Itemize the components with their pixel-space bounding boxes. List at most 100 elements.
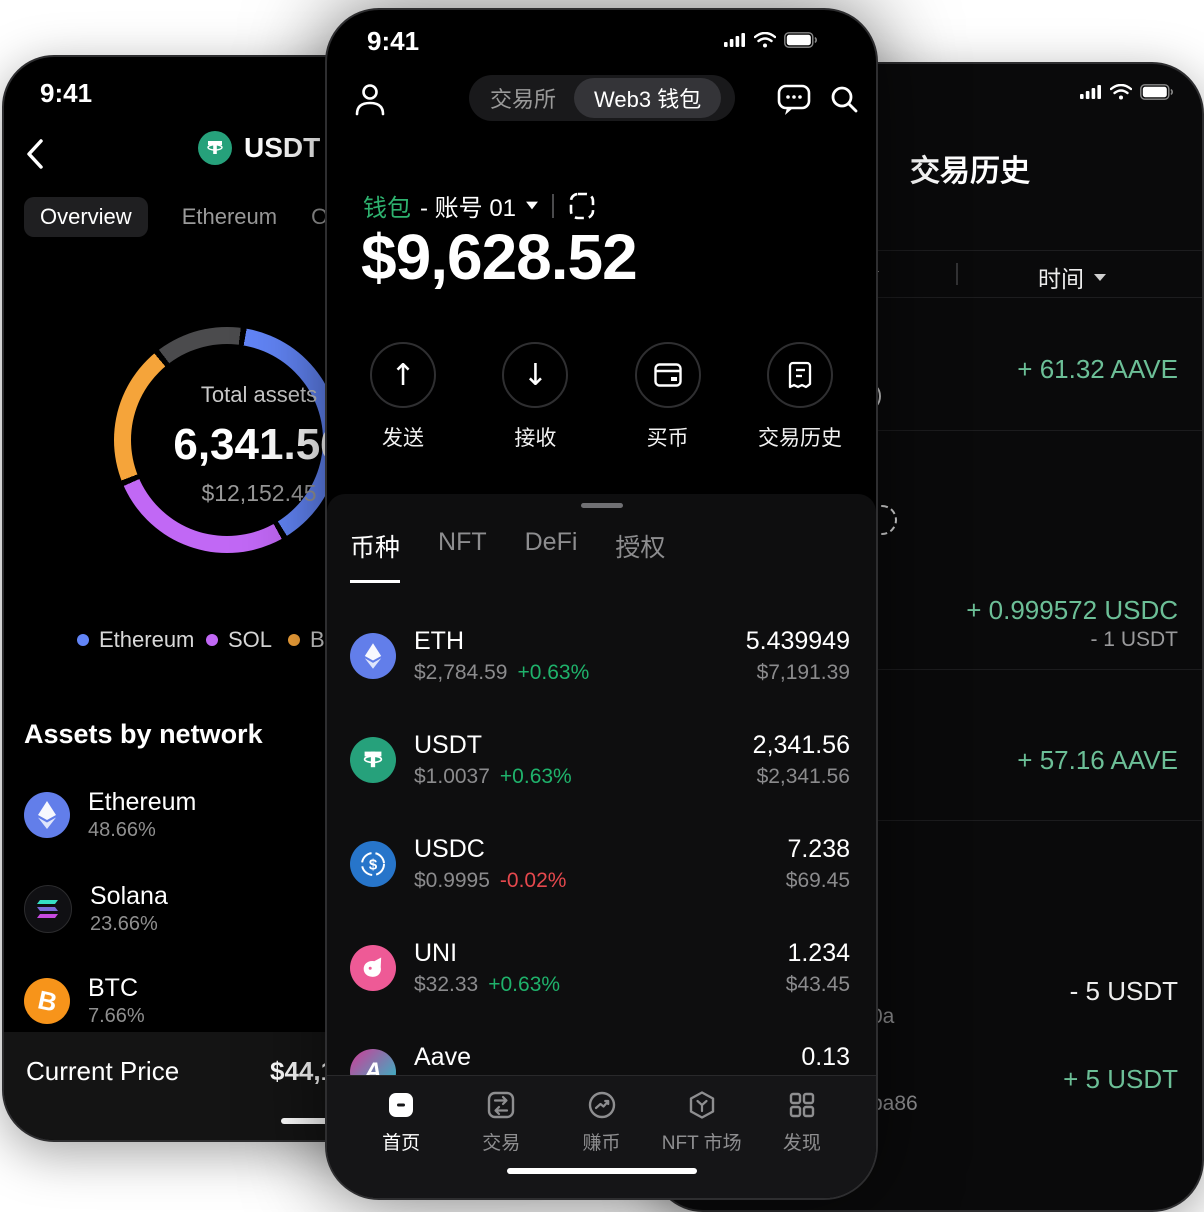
arrow-down-icon: ↓ xyxy=(522,357,548,393)
nav-nft-market[interactable]: NFT 市场 xyxy=(652,1090,752,1155)
usdc-icon: $ xyxy=(350,841,396,887)
token-row-eth[interactable]: ETH $2,784.59 +0.63% 5.439949 $7,191.39 xyxy=(327,604,876,708)
token-row-usdc[interactable]: $ USDC $0.9995 -0.02% 7.238 $69.45 xyxy=(327,812,876,916)
tx-amount: + 0.999572 USDC xyxy=(966,595,1178,625)
tab-web3-wallet[interactable]: Web3 钱包 xyxy=(574,78,722,118)
nav-earn[interactable]: 赚币 xyxy=(551,1090,651,1155)
token-value: $7,191.39 xyxy=(756,661,850,684)
token-symbol: UNI xyxy=(414,939,458,967)
tx-amount: + 61.32 AAVE xyxy=(1017,354,1178,384)
action-label: 交易历史 xyxy=(757,427,842,450)
tab-exchange[interactable]: 交易所 xyxy=(490,87,557,112)
time-filter-dropdown[interactable]: 时间 xyxy=(1038,260,1106,294)
nav-label: 发现 xyxy=(782,1133,821,1154)
network-name: Solana xyxy=(90,882,168,910)
home-indicator xyxy=(506,1168,697,1174)
network-row-solana[interactable]: Solana 23.66% xyxy=(24,877,168,941)
buy-crypto-button[interactable]: 买币 xyxy=(618,342,718,452)
drag-handle[interactable] xyxy=(580,503,623,508)
wifi-icon xyxy=(754,32,776,48)
battery-icon xyxy=(784,32,817,48)
arrow-up-icon: ↑ xyxy=(390,357,416,393)
tether-icon xyxy=(198,131,232,165)
person-icon xyxy=(355,84,385,116)
token-row-usdt[interactable]: USDT $1.0037 +0.63% 2,341.56 $2,341.56 xyxy=(327,708,876,812)
account-selector[interactable]: 钱包 - 账号 01 xyxy=(363,188,597,223)
tab-nft[interactable]: NFT xyxy=(438,528,487,556)
profile-button[interactable] xyxy=(354,82,386,116)
signal-icon xyxy=(724,33,745,47)
nav-discover[interactable]: 发现 xyxy=(752,1090,852,1155)
token-amount: 7.238 xyxy=(787,835,850,863)
network-name: Ethereum xyxy=(88,788,197,816)
tab-approvals[interactable]: 授权 xyxy=(615,534,666,562)
wifi-icon xyxy=(1110,84,1132,100)
earn-icon xyxy=(588,1091,615,1119)
nav-label: 赚币 xyxy=(582,1133,621,1154)
legend-label: SOL xyxy=(228,627,273,652)
token-row-uni[interactable]: UNI $32.33 +0.63% 1.234 $43.45 xyxy=(327,916,876,1020)
token-symbol: ETH xyxy=(414,627,464,655)
network-percent: 23.66% xyxy=(90,913,158,935)
token-amount: 0.13 xyxy=(801,1043,850,1071)
legend-dot-ethereum xyxy=(77,634,89,646)
ethereum-icon xyxy=(24,792,70,838)
back-button[interactable] xyxy=(24,137,46,171)
quick-actions: ↑ 发送 ↓ 接收 买币 xyxy=(327,342,876,452)
token-change: +0.63% xyxy=(488,973,561,996)
divider xyxy=(552,193,555,218)
status-time: 9:41 xyxy=(367,26,420,56)
tx-sub-amount: - 1 USDT xyxy=(1090,628,1178,651)
search-button[interactable] xyxy=(829,84,859,114)
asset-title: USDT xyxy=(198,131,320,165)
asset-tabs: Overview Ethereum O xyxy=(24,197,328,237)
total-assets-usd: $12,152.45 xyxy=(201,480,317,506)
nav-label: 交易 xyxy=(482,1133,521,1154)
token-price: $32.33 xyxy=(414,973,479,996)
nav-trade[interactable]: 交易 xyxy=(451,1090,551,1155)
svg-text:$: $ xyxy=(369,857,378,874)
token-price: $0.9995 xyxy=(414,869,490,892)
scan-icon[interactable] xyxy=(567,191,597,221)
tab-truncated[interactable]: O xyxy=(311,204,329,229)
time-filter-label: 时间 xyxy=(1038,266,1084,292)
token-symbol: USDC xyxy=(414,835,485,863)
usdt-icon xyxy=(350,737,396,783)
token-price: $1.0037 xyxy=(414,765,490,788)
tx-amount: + 5 USDT xyxy=(1063,1064,1178,1094)
receive-button[interactable]: ↓ 接收 xyxy=(485,342,585,452)
row-divider xyxy=(653,430,1202,431)
exchange-wallet-switcher: 交易所 Web3 钱包 xyxy=(469,75,735,121)
trade-icon xyxy=(488,1091,515,1119)
tab-overview[interactable]: Overview xyxy=(24,197,148,237)
tab-ethereum[interactable]: Ethereum xyxy=(181,204,278,229)
bottom-nav: 首页 交易 赚币 xyxy=(327,1075,876,1198)
nav-label: 首页 xyxy=(382,1133,421,1154)
tx-amount: - 5 USDT xyxy=(1069,976,1178,1006)
total-assets-label: Total assets xyxy=(200,382,318,407)
token-symbol: USDT xyxy=(414,731,483,759)
send-button[interactable]: ↑ 发送 xyxy=(353,342,453,452)
wallet-home-screen: 9:41 交易所 Web3 钱包 xyxy=(325,8,878,1200)
legend-dot-sol xyxy=(206,634,218,646)
token-list: ETH $2,784.59 +0.63% 5.439949 $7,191.39 xyxy=(327,604,876,1124)
token-value: $43.45 xyxy=(785,973,850,996)
token-value: $2,341.56 xyxy=(756,765,850,788)
page-title: USDT xyxy=(244,132,321,163)
network-row-btc[interactable]: B BTC 7.66% xyxy=(24,969,145,1033)
nft-market-icon xyxy=(689,1091,714,1119)
tab-defi[interactable]: DeFi xyxy=(524,528,578,556)
nav-home[interactable]: 首页 xyxy=(351,1090,451,1155)
chat-icon xyxy=(777,84,811,115)
token-symbol: Aave xyxy=(414,1043,471,1071)
history-button[interactable]: 交易历史 xyxy=(750,342,850,452)
search-icon xyxy=(831,86,858,113)
address-fragment: ba86 xyxy=(871,1092,918,1115)
tab-coins[interactable]: 币种 xyxy=(350,528,401,583)
support-chat-button[interactable] xyxy=(777,84,811,116)
network-name: BTC xyxy=(88,974,138,1002)
token-change: +0.63% xyxy=(499,765,572,788)
network-row-ethereum[interactable]: Ethereum 48.66% xyxy=(24,783,196,847)
network-percent: 48.66% xyxy=(88,819,156,841)
caret-down-icon xyxy=(526,201,538,210)
